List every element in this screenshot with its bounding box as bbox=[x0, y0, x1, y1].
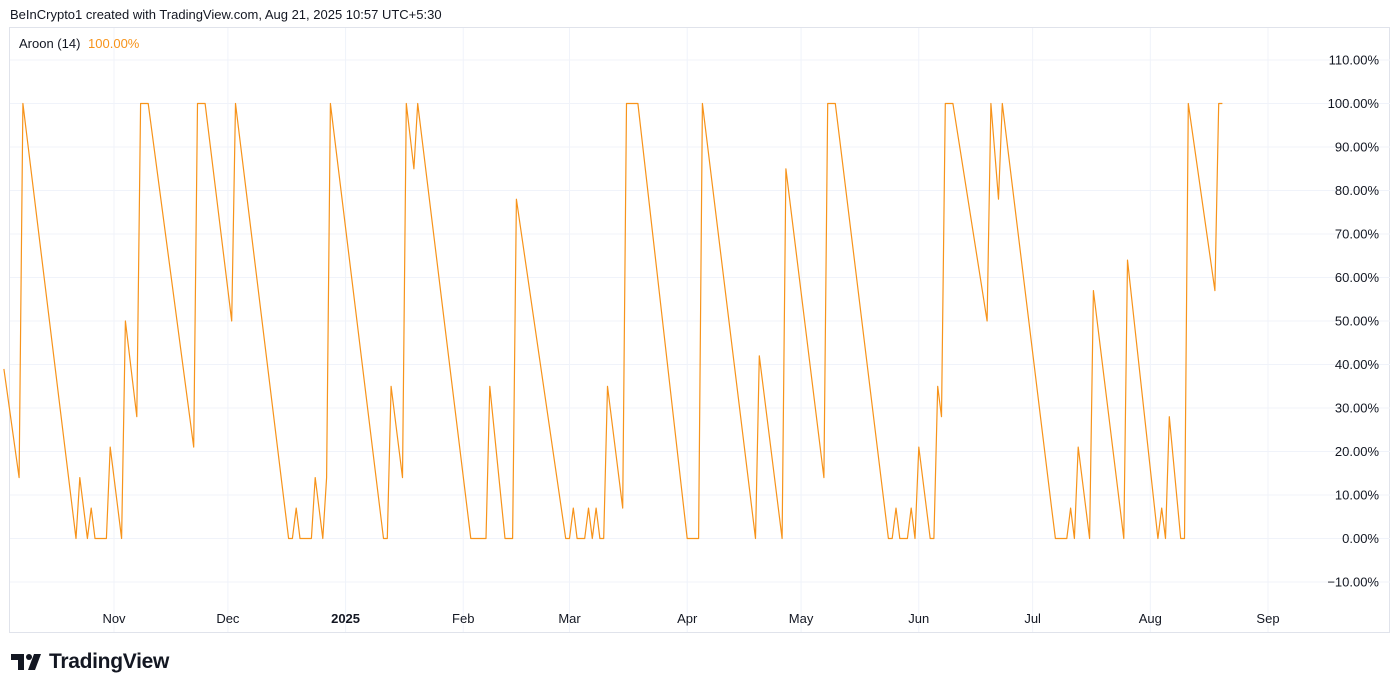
x-axis-layer: Nov Dec 2025 Feb Mar Apr May Jun Jul Aug Sep bbox=[102, 611, 1279, 626]
x-tick-label: Apr bbox=[677, 611, 698, 626]
y-tick-label: 50.00% bbox=[1335, 314, 1380, 329]
tradingview-logo-icon bbox=[11, 654, 41, 670]
y-tick-label: 40.00% bbox=[1335, 357, 1380, 372]
y-tick-label: 20.00% bbox=[1335, 444, 1380, 459]
chart-attribution: BeInCrypto1 created with TradingView.com… bbox=[10, 7, 442, 22]
series-layer bbox=[3, 102, 1223, 540]
grid-layer bbox=[10, 28, 1390, 632]
y-tick-label: 0.00% bbox=[1342, 531, 1379, 546]
indicator-name: Aroon (14) bbox=[19, 36, 81, 51]
y-tick-label: −10.00% bbox=[1327, 575, 1379, 590]
indicator-value: 100.00% bbox=[88, 36, 140, 51]
y-tick-label: 90.00% bbox=[1335, 140, 1380, 155]
y-tick-label: 60.00% bbox=[1335, 270, 1380, 285]
x-tick-label: Mar bbox=[558, 611, 581, 626]
x-tick-label: Jun bbox=[908, 611, 929, 626]
x-tick-label: Nov bbox=[102, 611, 126, 626]
y-tick-label: 110.00% bbox=[1329, 53, 1380, 68]
x-tick-label: Jul bbox=[1024, 611, 1041, 626]
x-tick-label: Dec bbox=[216, 611, 240, 626]
brand-name: TradingView bbox=[49, 650, 170, 673]
aroon-series-line[interactable] bbox=[3, 102, 1223, 540]
y-tick-label: 70.00% bbox=[1335, 227, 1380, 242]
indicator-legend[interactable]: Aroon (14) 100.00% bbox=[19, 36, 139, 51]
x-tick-label: Aug bbox=[1139, 611, 1162, 626]
x-tick-label: May bbox=[789, 611, 814, 626]
y-tick-label: 100.00% bbox=[1328, 96, 1380, 111]
x-tick-label: Feb bbox=[452, 611, 474, 626]
y-axis-layer: 110.00% 100.00% 90.00% 80.00% 70.00% 60.00% 50… bbox=[1327, 53, 1379, 590]
x-tick-label: 2025 bbox=[331, 611, 360, 626]
chart-pane[interactable] bbox=[9, 27, 1390, 633]
tradingview-brand[interactable]: TradingView bbox=[11, 650, 169, 674]
y-tick-label: 80.00% bbox=[1335, 183, 1380, 198]
x-tick-label: Sep bbox=[1256, 611, 1279, 626]
y-tick-label: 10.00% bbox=[1335, 488, 1380, 503]
y-tick-label: 30.00% bbox=[1335, 401, 1380, 416]
